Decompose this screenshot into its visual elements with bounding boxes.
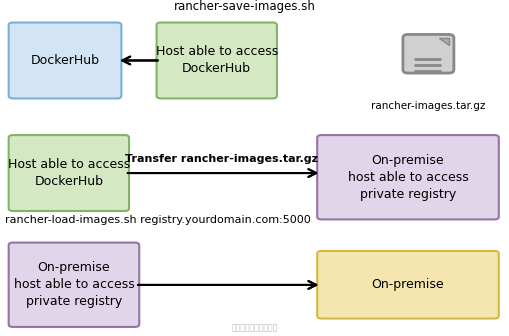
FancyBboxPatch shape [156, 23, 276, 98]
Text: Host able to access
DockerHub: Host able to access DockerHub [155, 45, 277, 76]
Text: Transfer rancher-images.tar.gz: Transfer rancher-images.tar.gz [125, 154, 318, 164]
FancyBboxPatch shape [9, 243, 139, 327]
Text: 智器和大数据前沿技术: 智器和大数据前沿技术 [232, 324, 277, 333]
Text: rancher-images.tar.gz: rancher-images.tar.gz [371, 101, 485, 111]
Text: On-premise
host able to access
private registry: On-premise host able to access private r… [347, 154, 467, 201]
Text: rancher-save-images.sh: rancher-save-images.sh [173, 0, 315, 13]
FancyBboxPatch shape [317, 135, 498, 219]
Text: DockerHub: DockerHub [31, 54, 99, 67]
FancyBboxPatch shape [9, 135, 129, 211]
Text: Host able to access
DockerHub: Host able to access DockerHub [8, 158, 130, 188]
FancyBboxPatch shape [317, 251, 498, 319]
Text: rancher-load-images.sh registry.yourdomain.com:5000: rancher-load-images.sh registry.yourdoma… [5, 215, 310, 225]
Polygon shape [438, 38, 448, 45]
FancyBboxPatch shape [9, 23, 121, 98]
Text: On-premise: On-premise [371, 278, 443, 291]
Text: On-premise
host able to access
private registry: On-premise host able to access private r… [14, 261, 134, 308]
FancyBboxPatch shape [402, 35, 453, 73]
